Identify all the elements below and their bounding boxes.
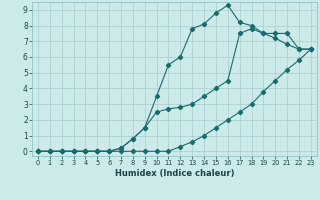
X-axis label: Humidex (Indice chaleur): Humidex (Indice chaleur)	[115, 169, 234, 178]
